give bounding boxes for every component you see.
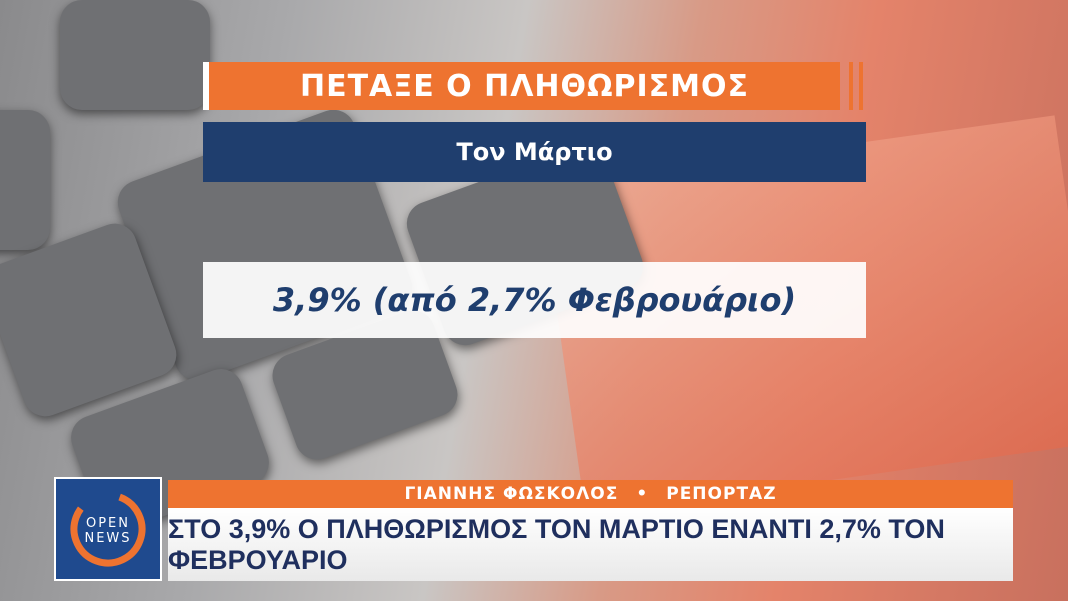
logo-line1: OPEN [86,516,130,531]
segment-label: ΡΕΠΟΡΤΑΖ [666,484,777,504]
separator: • [636,484,649,504]
logo-line2: NEWS [84,531,131,546]
title-accent-bar [859,62,863,110]
headline: ΣΤΟ 3,9% Ο ΠΛΗΘΩΡΙΣΜΟΣ ΤΟΝ ΜΑΡΤΙΟ ΕΝΑΝΤΙ… [168,508,1013,581]
reporter-name: ΓΙΑΝΝΗΣ ΦΩΣΚΟΛΟΣ [404,484,619,504]
graphic-subtitle: Τον Μάρτιο [203,122,866,182]
open-news-logo: OPEN NEWS [54,477,162,581]
graphic-value: 3,9% (από 2,7% Φεβρουάριο) [203,262,866,338]
graphic-title: ΠΕΤΑΞΕ Ο ΠΛΗΘΩΡΙΣΜΟΣ [203,62,840,110]
title-accent-bar [849,62,853,110]
reporter-strip: ΓΙΑΝΝΗΣ ΦΩΣΚΟΛΟΣ • ΡΕΠΟΡΤΑΖ [168,480,1013,508]
